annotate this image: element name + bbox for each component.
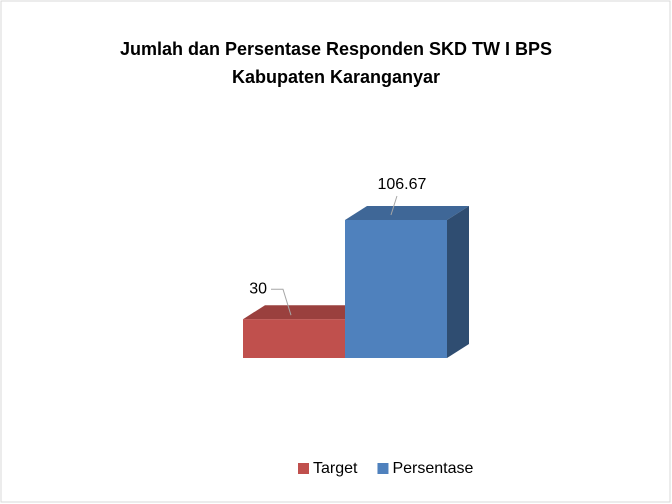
bar-top [243, 305, 367, 320]
legend-swatch [377, 463, 389, 474]
legend-label: Target [313, 460, 358, 477]
chart-title: Jumlah dan Persentase Responden SKD TW I… [120, 39, 552, 59]
data-label: 106.67 [377, 176, 426, 193]
chart-title: Kabupaten Karanganyar [232, 67, 440, 87]
legend-label: Persentase [392, 460, 473, 477]
bar [345, 220, 447, 358]
legend-swatch [298, 463, 309, 474]
data-label: 30 [249, 280, 267, 297]
bar-side [447, 206, 469, 358]
leader-line [271, 288, 292, 316]
leader-line [390, 195, 398, 216]
bar-top [345, 206, 469, 220]
bar [243, 319, 345, 358]
